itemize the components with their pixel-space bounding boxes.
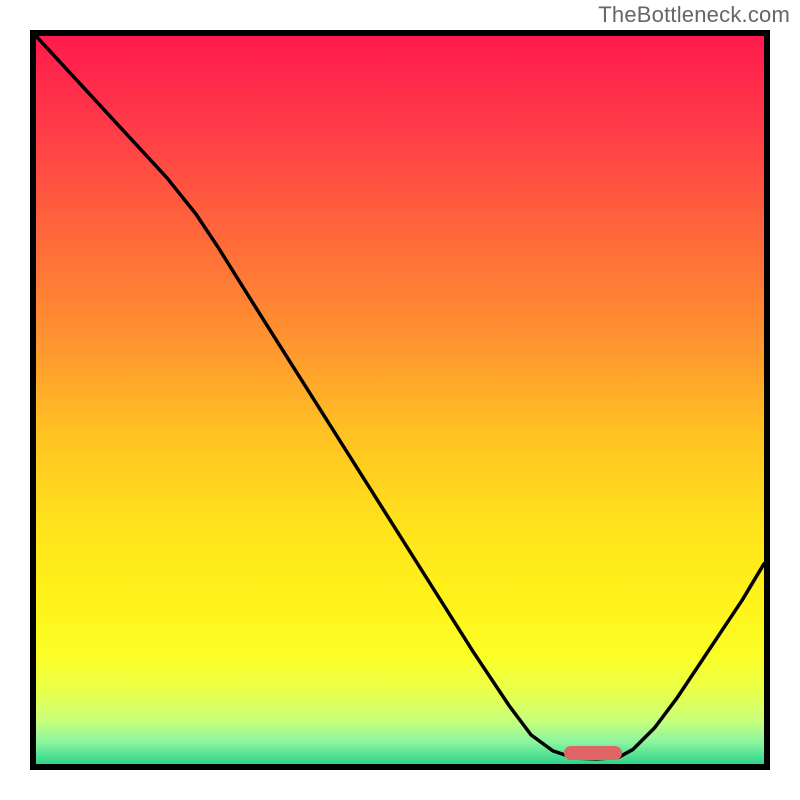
chart-frame: [30, 30, 770, 770]
chart-container: TheBottleneck.com: [0, 0, 800, 800]
optimal-marker: [564, 746, 622, 761]
watermark-text: TheBottleneck.com: [598, 2, 790, 28]
bottleneck-curve: [36, 36, 764, 764]
